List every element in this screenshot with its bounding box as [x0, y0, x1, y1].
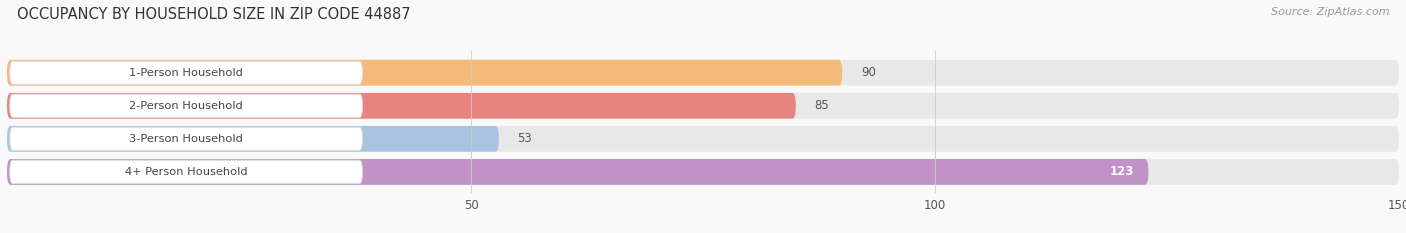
FancyBboxPatch shape [10, 94, 363, 117]
Text: 90: 90 [860, 66, 876, 79]
FancyBboxPatch shape [7, 159, 1149, 185]
FancyBboxPatch shape [10, 160, 363, 183]
Text: 85: 85 [814, 99, 830, 112]
Text: 1-Person Household: 1-Person Household [129, 68, 243, 78]
Text: OCCUPANCY BY HOUSEHOLD SIZE IN ZIP CODE 44887: OCCUPANCY BY HOUSEHOLD SIZE IN ZIP CODE … [17, 7, 411, 22]
Text: 3-Person Household: 3-Person Household [129, 134, 243, 144]
FancyBboxPatch shape [7, 60, 842, 86]
FancyBboxPatch shape [7, 93, 1399, 119]
FancyBboxPatch shape [7, 159, 1399, 185]
Text: 4+ Person Household: 4+ Person Household [125, 167, 247, 177]
Text: 53: 53 [517, 132, 531, 145]
FancyBboxPatch shape [10, 127, 363, 151]
FancyBboxPatch shape [7, 93, 796, 119]
Text: Source: ZipAtlas.com: Source: ZipAtlas.com [1271, 7, 1389, 17]
FancyBboxPatch shape [10, 61, 363, 84]
FancyBboxPatch shape [7, 126, 1399, 152]
Text: 2-Person Household: 2-Person Household [129, 101, 243, 111]
FancyBboxPatch shape [7, 126, 499, 152]
Text: 123: 123 [1111, 165, 1135, 178]
FancyBboxPatch shape [7, 60, 1399, 86]
